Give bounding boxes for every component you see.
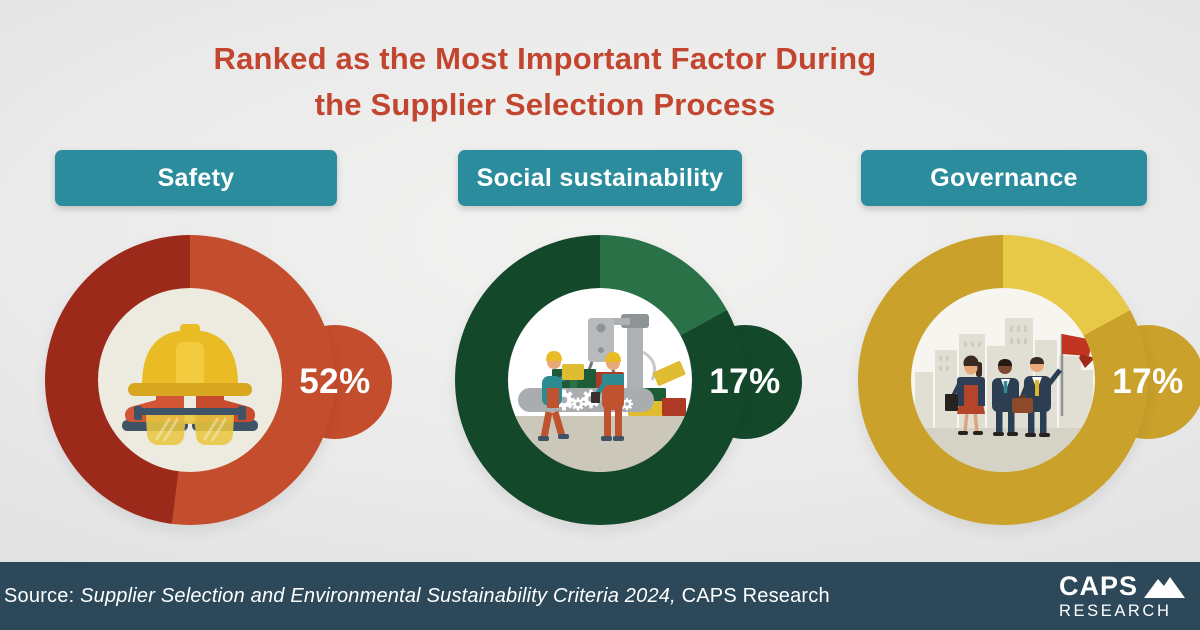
source-suffix: CAPS Research (675, 584, 830, 607)
page-title: Ranked as the Most Important Factor Duri… (0, 36, 1090, 128)
governance-donut-inner-circle (911, 288, 1095, 472)
footer-bar: Source: Supplier Selection and Environme… (0, 562, 1200, 630)
safety-donut-inner-circle (98, 288, 282, 472)
page-title-line1: Ranked as the Most Important Factor Duri… (213, 41, 877, 76)
source-prefix: Source: (4, 584, 81, 607)
safety-percent-label: 52% (299, 362, 371, 401)
category-header-safety: Safety (55, 150, 337, 206)
mountain-icon (1144, 577, 1185, 598)
page-title-line2: the Supplier Selection Process (314, 87, 776, 122)
source-text: Source: Supplier Selection and Environme… (4, 562, 830, 630)
caps-research-logo: CAPS RESEARCH (1059, 573, 1186, 620)
category-header-governance: Governance (861, 150, 1147, 206)
social-donut-inner-circle (508, 288, 692, 472)
safety-gear-icon (122, 324, 258, 445)
logo-caps-text: CAPS (1058, 571, 1138, 601)
business-people-flag-icon (911, 318, 1095, 472)
governance-percent-label: 17% (1112, 362, 1184, 401)
category-header-social-sustainability: Social sustainability (458, 150, 742, 206)
social-percent-label: 17% (709, 362, 781, 401)
source-title: Supplier Selection and Environmental Sus… (80, 584, 676, 607)
logo-research-text: RESEARCH (1058, 602, 1172, 620)
factory-conveyor-workers-icon (508, 314, 692, 472)
